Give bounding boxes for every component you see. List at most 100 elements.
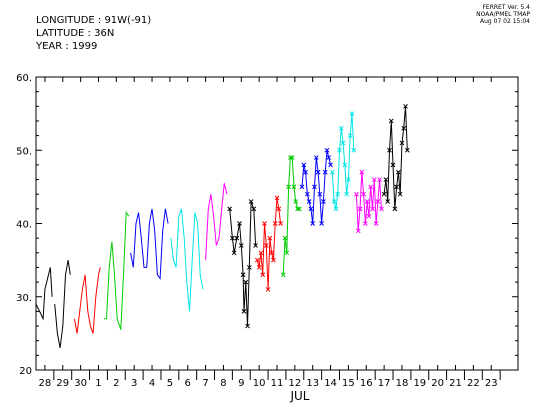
series-line-7 (205, 183, 228, 261)
x-tick-label: 18 (396, 378, 409, 389)
series-marker (377, 177, 383, 182)
series-marker (245, 323, 250, 329)
x-axis: 28 29 30 1 2 3 4 5 6 7 8 9 10 11 12 13 14 15 16 17 18 19 20 21 2… (39, 77, 501, 389)
series-marker (368, 184, 374, 190)
series-marker (296, 206, 302, 212)
series-marker (321, 199, 326, 204)
series-line-6 (170, 208, 204, 312)
x-tick-label: 12 (288, 378, 301, 389)
series-marker (347, 133, 353, 138)
series-marker (251, 206, 257, 212)
series-marker (303, 169, 308, 175)
series-marker (248, 199, 254, 204)
series-line-5 (130, 208, 169, 280)
series-marker (333, 206, 339, 212)
series-marker (312, 184, 317, 190)
x-tick-label: 1 (95, 378, 101, 389)
x-tick-label: 22 (467, 378, 480, 389)
x-tick-label: 30 (74, 378, 87, 389)
series-marker (319, 221, 324, 226)
series-marker (346, 177, 351, 182)
y-tick-label: 60. (16, 73, 32, 84)
series-marker (364, 199, 370, 204)
series-marker (387, 147, 392, 153)
x-tick-label: 4 (149, 378, 155, 389)
x-tick-label: 9 (238, 378, 244, 389)
series-marker (304, 191, 310, 197)
plot-border (35, 76, 519, 371)
software-credit: FERRET Ver. 5.4 NOAA/PMEL TMAP Aug 07 02… (476, 4, 530, 25)
plot-metadata: LONGITUDE : 91W(-91) LATITUDE : 36N YEAR… (36, 14, 151, 53)
y-tick-label: 20 (19, 366, 32, 377)
series-marker (397, 191, 403, 197)
x-tick-label: 21 (449, 378, 462, 389)
series-marker (301, 162, 307, 168)
series-marker (375, 199, 381, 204)
series-marker (338, 125, 344, 131)
series-layer (35, 103, 410, 349)
series-line-10 (282, 157, 300, 275)
series-marker (240, 272, 246, 278)
series-marker (284, 250, 290, 256)
x-tick-label: 20 (431, 378, 444, 389)
series-marker (238, 243, 244, 248)
series-line-2 (54, 260, 71, 349)
series-line-14 (383, 106, 408, 209)
series-marker (355, 228, 361, 234)
series-marker (295, 206, 300, 212)
x-axis-label: JUL (289, 389, 309, 403)
series-marker (401, 125, 407, 131)
series-marker (256, 265, 262, 270)
x-tick-label: 2 (113, 378, 119, 389)
series-line-11 (301, 150, 332, 224)
x-tick-label: 28 (39, 378, 52, 389)
series-marker (263, 243, 269, 248)
y-tick-label: 50. (16, 146, 32, 157)
series-marker (359, 169, 365, 175)
x-tick-label: 13 (306, 378, 319, 389)
series-marker (385, 199, 391, 204)
plot-frame (35, 76, 519, 371)
series-marker (313, 155, 319, 160)
series-marker (234, 235, 240, 241)
series-marker (335, 191, 341, 197)
series-marker (379, 206, 384, 212)
series-marker (278, 221, 283, 226)
y-axis: 20 30. 40. 50. 60. (16, 73, 518, 377)
credit-timestamp: Aug 07 02 15:04 (480, 18, 530, 25)
series-marker (366, 213, 372, 219)
series-marker (265, 287, 271, 292)
series-marker (317, 191, 323, 197)
x-tick-label: 19 (413, 378, 426, 389)
series-marker (289, 155, 295, 160)
x-tick-label: 6 (185, 378, 191, 389)
latitude-label: LATITUDE : 36N (36, 28, 115, 39)
series-marker (306, 199, 312, 204)
series-marker (361, 191, 366, 197)
x-tick-label: 3 (131, 378, 137, 389)
y-tick-label: 40. (16, 220, 32, 231)
y-tick-label: 30. (16, 293, 32, 304)
series-marker (260, 272, 266, 278)
x-tick-label: 23 (485, 378, 498, 389)
series-marker (282, 235, 288, 241)
x-tick-label: 17 (378, 378, 391, 389)
series-marker (349, 111, 355, 116)
series-marker (315, 169, 321, 175)
series-marker (392, 206, 398, 212)
series-marker (344, 191, 349, 197)
series-marker (357, 206, 363, 212)
series-line-12 (331, 113, 355, 209)
series-marker (331, 199, 337, 204)
series-marker (370, 206, 375, 212)
series-marker (288, 155, 293, 160)
year-label: YEAR : 1999 (36, 41, 98, 52)
series-line-9 (256, 197, 282, 290)
series-marker (351, 147, 357, 153)
x-tick-label: 7 (202, 378, 208, 389)
series-marker (371, 177, 377, 182)
x-tick-label: 16 (360, 378, 373, 389)
series-marker (363, 221, 368, 226)
series-marker (274, 195, 280, 201)
longitude-label: LONGITUDE : 91W(-91) (36, 15, 152, 26)
